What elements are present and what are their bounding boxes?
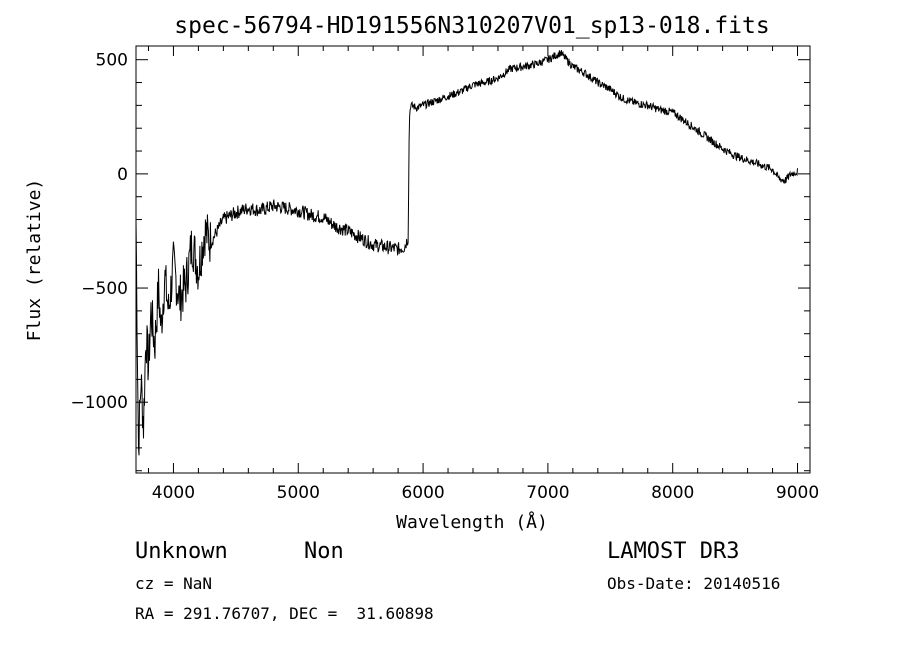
x-tick-label: 8000 xyxy=(651,483,694,503)
x-tick-label: 6000 xyxy=(401,483,444,503)
subclass-label: Non xyxy=(304,539,344,564)
x-axis: 4000 5000 6000 7000 8000 9000 xyxy=(147,46,819,503)
cz-label: cz = NaN xyxy=(135,574,213,593)
x-axis-title: Wavelength (Å) xyxy=(396,511,548,533)
y-axis: 500 0 −500 −1000 xyxy=(70,51,810,472)
spectrum-line xyxy=(135,50,798,456)
y-tick-label: −500 xyxy=(81,279,128,299)
x-tick-label: 9000 xyxy=(776,483,819,503)
x-tick-label: 7000 xyxy=(526,483,569,503)
obs-date-label: Obs-Date: 20140516 xyxy=(607,574,781,593)
chart-title: spec-56794-HD191556N310207V01_sp13-018.f… xyxy=(174,13,769,39)
survey-label: LAMOST DR3 xyxy=(607,539,740,564)
y-tick-label: 0 xyxy=(117,165,128,185)
y-tick-label: −1000 xyxy=(70,393,128,413)
plot-frame xyxy=(135,45,811,474)
y-tick-label: 500 xyxy=(96,51,128,71)
coords-label: RA = 291.76707, DEC = 31.60898 xyxy=(135,604,434,623)
x-tick-label: 4000 xyxy=(152,483,195,503)
y-axis-title: Flux (relative) xyxy=(24,179,45,342)
class-label: Unknown xyxy=(135,539,228,564)
x-tick-label: 5000 xyxy=(277,483,320,503)
